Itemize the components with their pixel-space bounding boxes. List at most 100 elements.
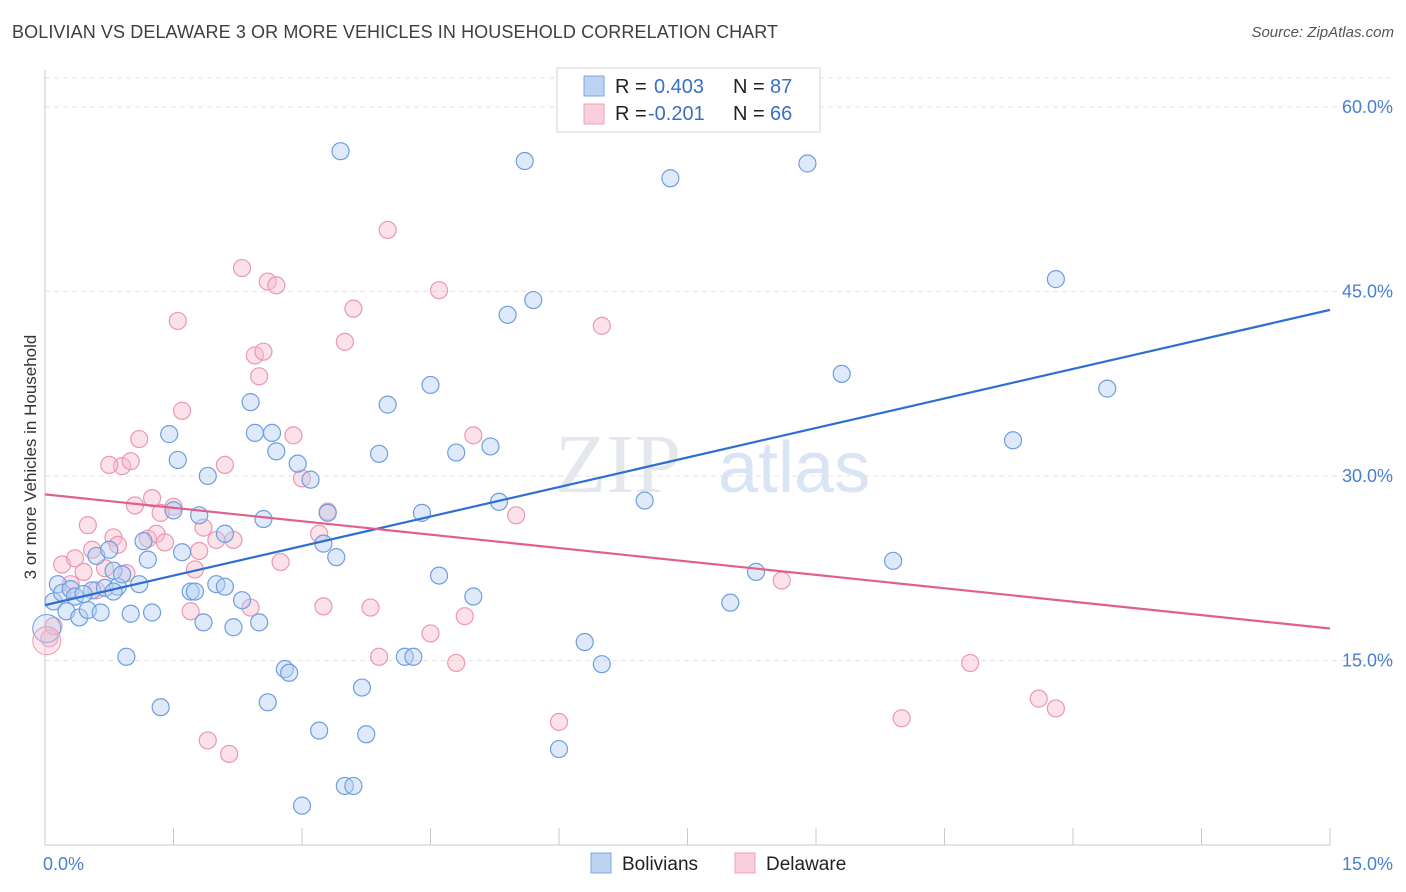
bolivians-point-34	[254, 509, 273, 529]
legend-r-value-blue: 0.403	[654, 76, 704, 98]
bolivians-point-46	[344, 776, 363, 796]
bolivians-point-32	[241, 393, 260, 412]
delaware-point-5	[74, 562, 93, 582]
bolivians-point-14	[117, 647, 136, 666]
bolivians-point-41	[310, 721, 329, 740]
delaware-point-36	[250, 367, 269, 386]
bottom-legend-swatch-pink	[734, 852, 756, 874]
y-axis-title: 3 or more Vehicles in Household	[21, 335, 40, 580]
bolivians-point-80	[112, 565, 132, 584]
bolivians-point-73	[1003, 431, 1023, 450]
delaware-point-6	[78, 516, 97, 535]
bolivians-point-75	[1098, 379, 1117, 398]
delaware-point-56	[507, 506, 526, 525]
bolivians-point-48	[357, 725, 376, 744]
bolivians-point-21	[164, 501, 183, 520]
bolivians-point-74	[1046, 270, 1065, 289]
bolivians-point-70	[798, 154, 817, 173]
bolivians-point-58	[481, 437, 500, 456]
bolivians-point-81	[91, 603, 110, 622]
cluster-point-1	[32, 626, 62, 656]
delaware-point-33	[232, 258, 252, 278]
bolivians-point-63	[549, 739, 569, 759]
bolivians-point-66	[635, 491, 654, 510]
bolivians-point-65	[592, 655, 611, 674]
delaware-point-23	[172, 401, 192, 420]
bolivians-point-77	[262, 423, 282, 442]
bottom-legend-swatch-blue	[590, 852, 612, 874]
bolivians-trend-line	[44, 308, 1331, 607]
bolivians-point-30	[224, 618, 243, 637]
delaware-trend-line	[44, 493, 1331, 630]
delaware-point-53	[447, 653, 466, 673]
delaware-point-22	[168, 311, 187, 331]
bolivians-point-31	[232, 591, 252, 610]
delaware-point-49	[370, 647, 389, 666]
delaware-point-55	[464, 426, 483, 445]
delaware-point-59	[772, 571, 791, 590]
watermark-atlas: atlas	[718, 428, 870, 508]
legend-swatch-pink	[583, 103, 605, 125]
bolivians-point-64	[575, 632, 594, 652]
delaware-point-50	[378, 220, 397, 240]
delaware-point-31	[220, 744, 239, 764]
bolivians-point-22	[168, 450, 187, 470]
bolivians-point-17	[134, 532, 153, 551]
legend-n-value-blue: 87	[770, 76, 792, 98]
gridlines	[45, 77, 1392, 661]
bolivians-point-78	[215, 577, 234, 596]
bolivians-point-15	[121, 604, 140, 623]
bolivians-point-79	[160, 425, 179, 444]
x-axis-ticks	[44, 828, 1331, 845]
bolivians-point-42	[318, 503, 337, 522]
delaware-point-14	[121, 452, 140, 471]
bolivians-point-76	[292, 796, 312, 815]
bolivians-points	[32, 142, 1117, 815]
y-tick-labels: 15.0% 30.0% 45.0% 60.0%	[1342, 97, 1393, 671]
bolivians-point-23	[172, 543, 192, 562]
bolivians-point-49	[370, 444, 389, 463]
delaware-point-52	[429, 281, 449, 300]
watermark-zip: ZIP	[555, 418, 681, 511]
bolivians-point-67	[661, 169, 680, 188]
bolivians-point-57	[464, 587, 483, 606]
delaware-point-12	[112, 457, 132, 476]
bolivians-point-52	[404, 647, 423, 666]
bolivians-point-62	[524, 290, 543, 310]
delaware-point-46	[335, 332, 354, 351]
delaware-point-4	[65, 549, 85, 568]
bolivians-point-54	[421, 375, 440, 395]
legend-n-label-pink: N =	[733, 103, 770, 125]
bolivians-point-47	[352, 678, 372, 697]
delaware-point-63	[1046, 699, 1065, 718]
delaware-point-30	[215, 455, 234, 474]
bolivians-point-35	[258, 693, 277, 712]
legend-n-value-pink: 66	[770, 103, 792, 125]
legend-r-label-pink: R =	[615, 103, 652, 125]
delaware-point-16	[130, 429, 149, 449]
bottom-legend-label-bolivians: Bolivians	[622, 854, 698, 875]
delaware-point-57	[549, 712, 569, 732]
bottom-legend-label-delaware: Delaware	[766, 854, 846, 875]
bolivians-point-44	[331, 142, 350, 161]
bolivians-point-11	[100, 540, 119, 559]
chart-title: BOLIVIAN VS DELAWARE 3 OR MORE VEHICLES …	[12, 22, 779, 42]
delaware-point-26	[190, 541, 209, 561]
delaware-point-44	[314, 597, 333, 616]
cluster-point-0	[32, 613, 62, 643]
delaware-point-1	[44, 616, 63, 636]
source-label: Source: ZipAtlas.com	[1251, 24, 1394, 41]
x-tick-label-min: 0.0%	[43, 854, 84, 874]
delaware-point-61	[961, 653, 980, 673]
delaware-points	[40, 220, 1065, 764]
bolivians-point-60	[498, 305, 517, 324]
bolivians-point-20	[151, 698, 170, 717]
delaware-point-41	[284, 426, 303, 445]
x-tick-label-max: 15.0%	[1342, 854, 1393, 874]
top-legend: R = 0.403 N = 87 R = -0.201 N = 66	[556, 67, 821, 133]
delaware-point-51	[421, 624, 440, 643]
bolivians-point-50	[378, 395, 397, 414]
bolivians-point-24	[181, 582, 200, 601]
delaware-point-40	[271, 552, 290, 572]
delaware-point-62	[1029, 689, 1048, 708]
